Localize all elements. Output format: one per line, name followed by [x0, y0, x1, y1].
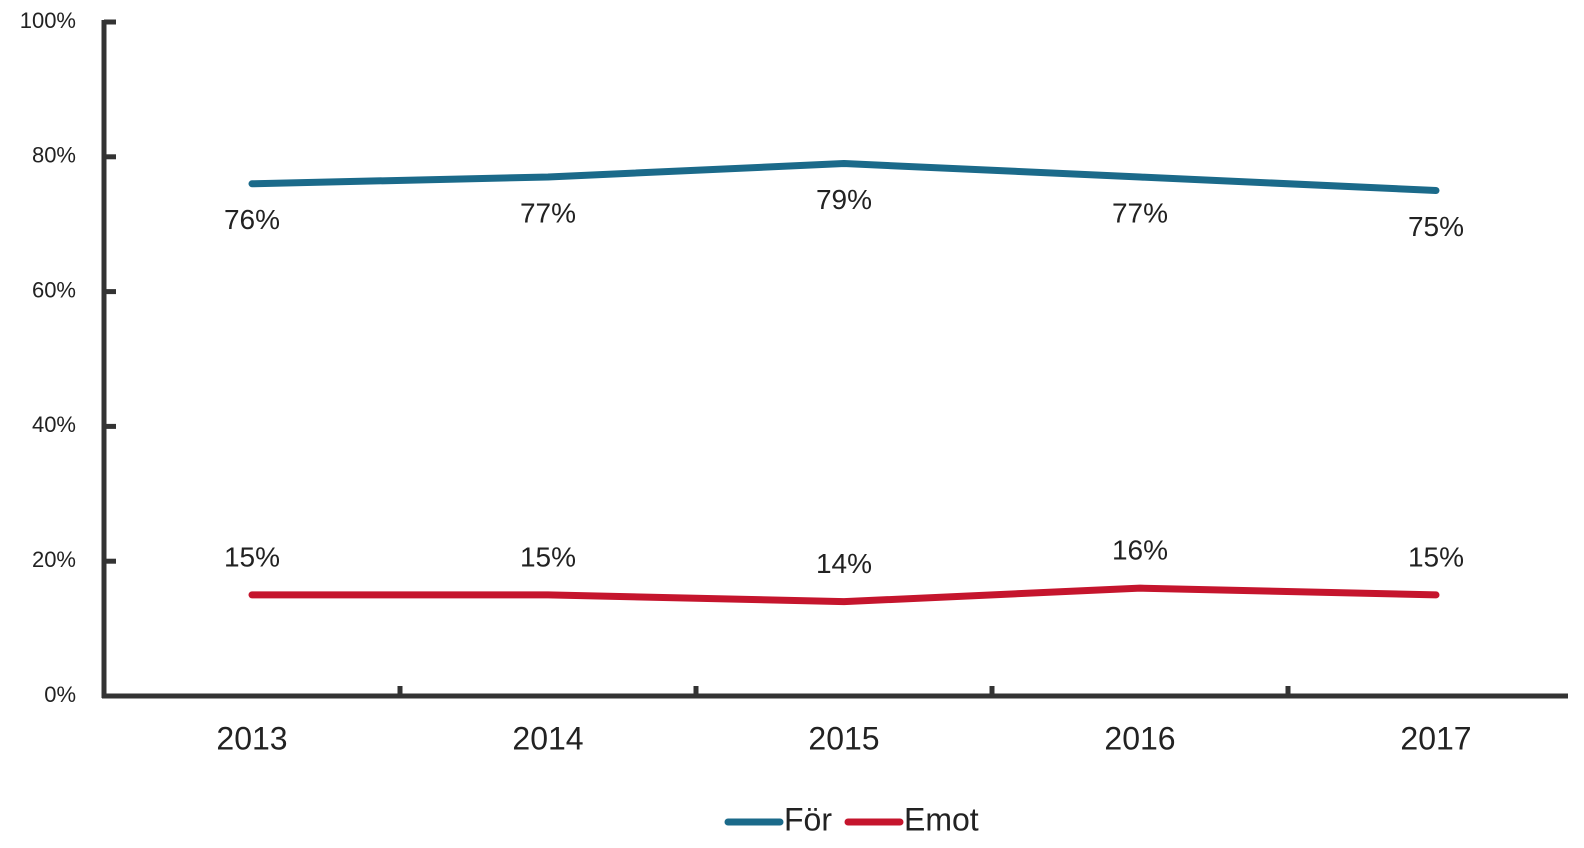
y-tick-label: 60% [32, 277, 76, 302]
y-tick-label: 20% [32, 547, 76, 572]
data-label: 15% [224, 541, 280, 572]
data-label: 77% [520, 197, 576, 228]
legend-label: För [784, 801, 832, 837]
x-tick-label: 2015 [808, 720, 879, 756]
series-line [248, 160, 1440, 194]
y-tick-label: 80% [32, 143, 76, 168]
x-tick-label: 2017 [1400, 720, 1471, 756]
x-tick-label: 2013 [216, 720, 287, 756]
data-label: 76% [224, 204, 280, 235]
data-label: 14% [816, 548, 872, 579]
series-line [248, 584, 1440, 606]
data-label: 15% [1408, 541, 1464, 572]
y-tick-label: 100% [20, 8, 76, 33]
y-tick-label: 40% [32, 412, 76, 437]
data-label: 15% [520, 541, 576, 572]
data-label: 77% [1112, 197, 1168, 228]
data-label: 75% [1408, 211, 1464, 242]
data-label: 79% [816, 184, 872, 215]
data-label: 16% [1112, 535, 1168, 566]
y-tick-label: 0% [44, 682, 76, 707]
x-tick-label: 2014 [512, 720, 583, 756]
legend-label: Emot [904, 801, 979, 837]
x-tick-label: 2016 [1104, 720, 1175, 756]
